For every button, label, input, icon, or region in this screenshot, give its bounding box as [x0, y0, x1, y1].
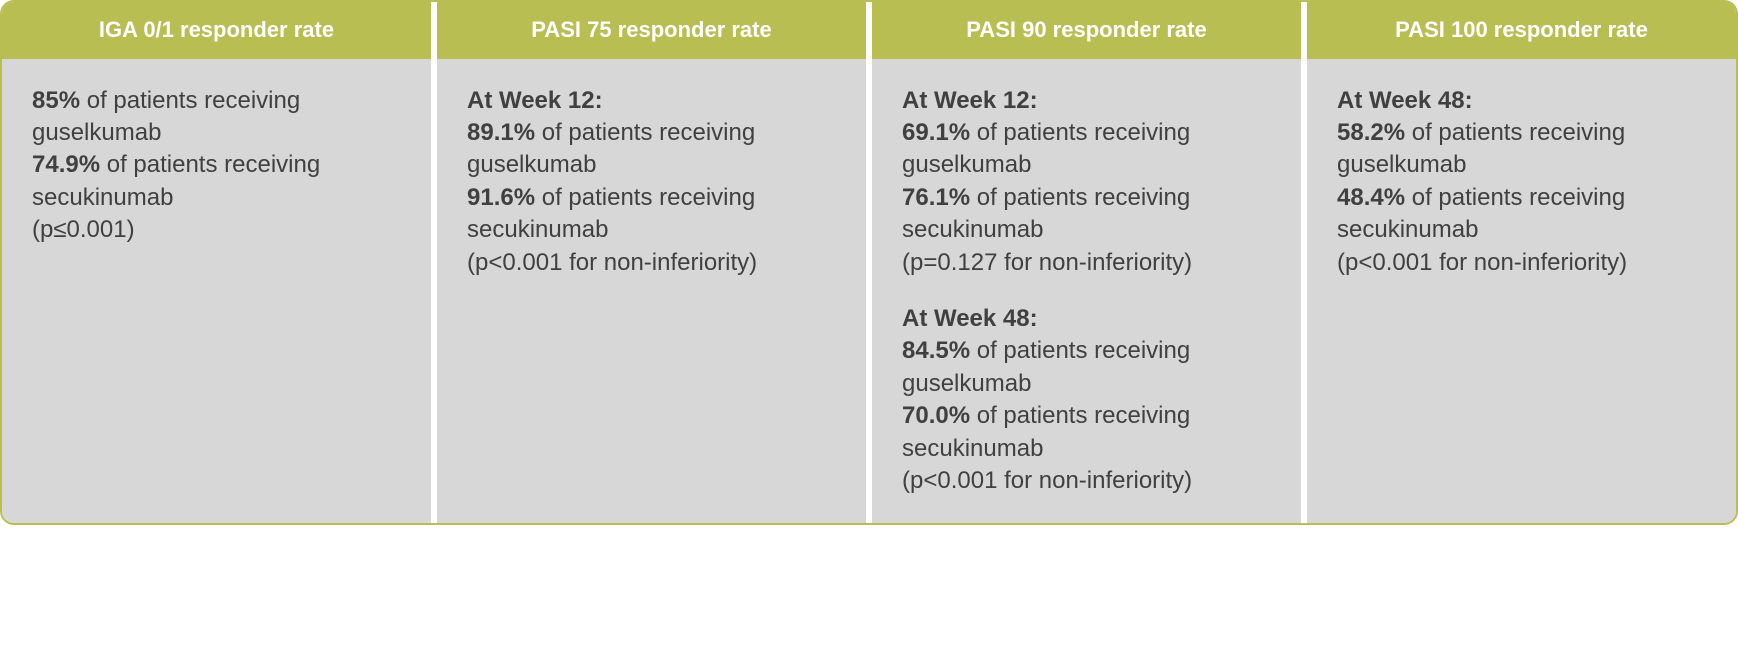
stat-line: 58.2% of patients receiving guselkumab: [1337, 117, 1706, 182]
stat-line: 84.5% of patients receiving guselkumab: [902, 335, 1271, 400]
column-header: PASI 75 responder rate: [437, 2, 866, 59]
table-column: PASI 90 responder rate At Week 12:69.1% o…: [872, 2, 1301, 523]
stat-percentage: 91.6%: [467, 184, 535, 211]
stat-line: 89.1% of patients receiving guselkumab: [467, 117, 836, 182]
column-body: At Week 12:89.1% of patients receiving g…: [437, 59, 866, 524]
data-block: 85% of patients receiving guselkumab74.9…: [32, 85, 401, 247]
stat-percentage: 76.1%: [902, 184, 970, 211]
column-header: IGA 0/1 responder rate: [2, 2, 431, 59]
stat-percentage: 48.4%: [1337, 184, 1405, 211]
data-block: At Week 12:69.1% of patients receiving g…: [902, 85, 1271, 279]
table-column: IGA 0/1 responder rate 85% of patients re…: [2, 2, 431, 523]
column-body: At Week 12:69.1% of patients receiving g…: [872, 59, 1301, 524]
p-value: (p<0.001 for non‑inferiority): [1337, 247, 1706, 279]
data-block: At Week 48:58.2% of patients receiving g…: [1337, 85, 1706, 279]
stat-line: 76.1% of patients receiving secukinumab: [902, 182, 1271, 247]
p-value: (p<0.001 for non‑inferiority): [467, 247, 836, 279]
p-value: (p≤0.001): [32, 214, 401, 246]
stat-percentage: 89.1%: [467, 119, 535, 146]
column-body: At Week 48:58.2% of patients receiving g…: [1307, 59, 1736, 524]
data-block: At Week 48:84.5% of patients receiving g…: [902, 303, 1271, 497]
stat-line: 85% of patients receiving guselkumab: [32, 85, 401, 150]
p-value: (p<0.001 for non‑inferiority): [902, 465, 1271, 497]
timepoint-label: At Week 48:: [902, 303, 1271, 335]
p-value: (p=0.127 for non‑inferiority): [902, 247, 1271, 279]
timepoint-label: At Week 12:: [467, 85, 836, 117]
column-header: PASI 100 responder rate: [1307, 2, 1736, 59]
stat-line: 69.1% of patients receiving guselkumab: [902, 117, 1271, 182]
column-header: PASI 90 responder rate: [872, 2, 1301, 59]
timepoint-label: At Week 48:: [1337, 85, 1706, 117]
stat-line: 91.6% of patients receiving secukinumab: [467, 182, 836, 247]
table-column: PASI 100 responder rate At Week 48:58.2% …: [1307, 2, 1736, 523]
stat-percentage: 69.1%: [902, 119, 970, 146]
stat-line: 48.4% of patients receiving secukinumab: [1337, 182, 1706, 247]
stat-percentage: 58.2%: [1337, 119, 1405, 146]
stat-line: 74.9% of patients receiving secukinumab: [32, 149, 401, 214]
table-column: PASI 75 responder rate At Week 12:89.1% o…: [437, 2, 866, 523]
stat-line: 70.0% of patients receiving secukinumab: [902, 400, 1271, 465]
stat-percentage: 74.9%: [32, 151, 100, 178]
stat-percentage: 85%: [32, 87, 80, 114]
stat-percentage: 70.0%: [902, 402, 970, 429]
column-body: 85% of patients receiving guselkumab74.9…: [2, 59, 431, 524]
responder-rate-table: IGA 0/1 responder rate 85% of patients re…: [0, 0, 1738, 525]
timepoint-label: At Week 12:: [902, 85, 1271, 117]
data-block: At Week 12:89.1% of patients receiving g…: [467, 85, 836, 279]
stat-percentage: 84.5%: [902, 337, 970, 364]
